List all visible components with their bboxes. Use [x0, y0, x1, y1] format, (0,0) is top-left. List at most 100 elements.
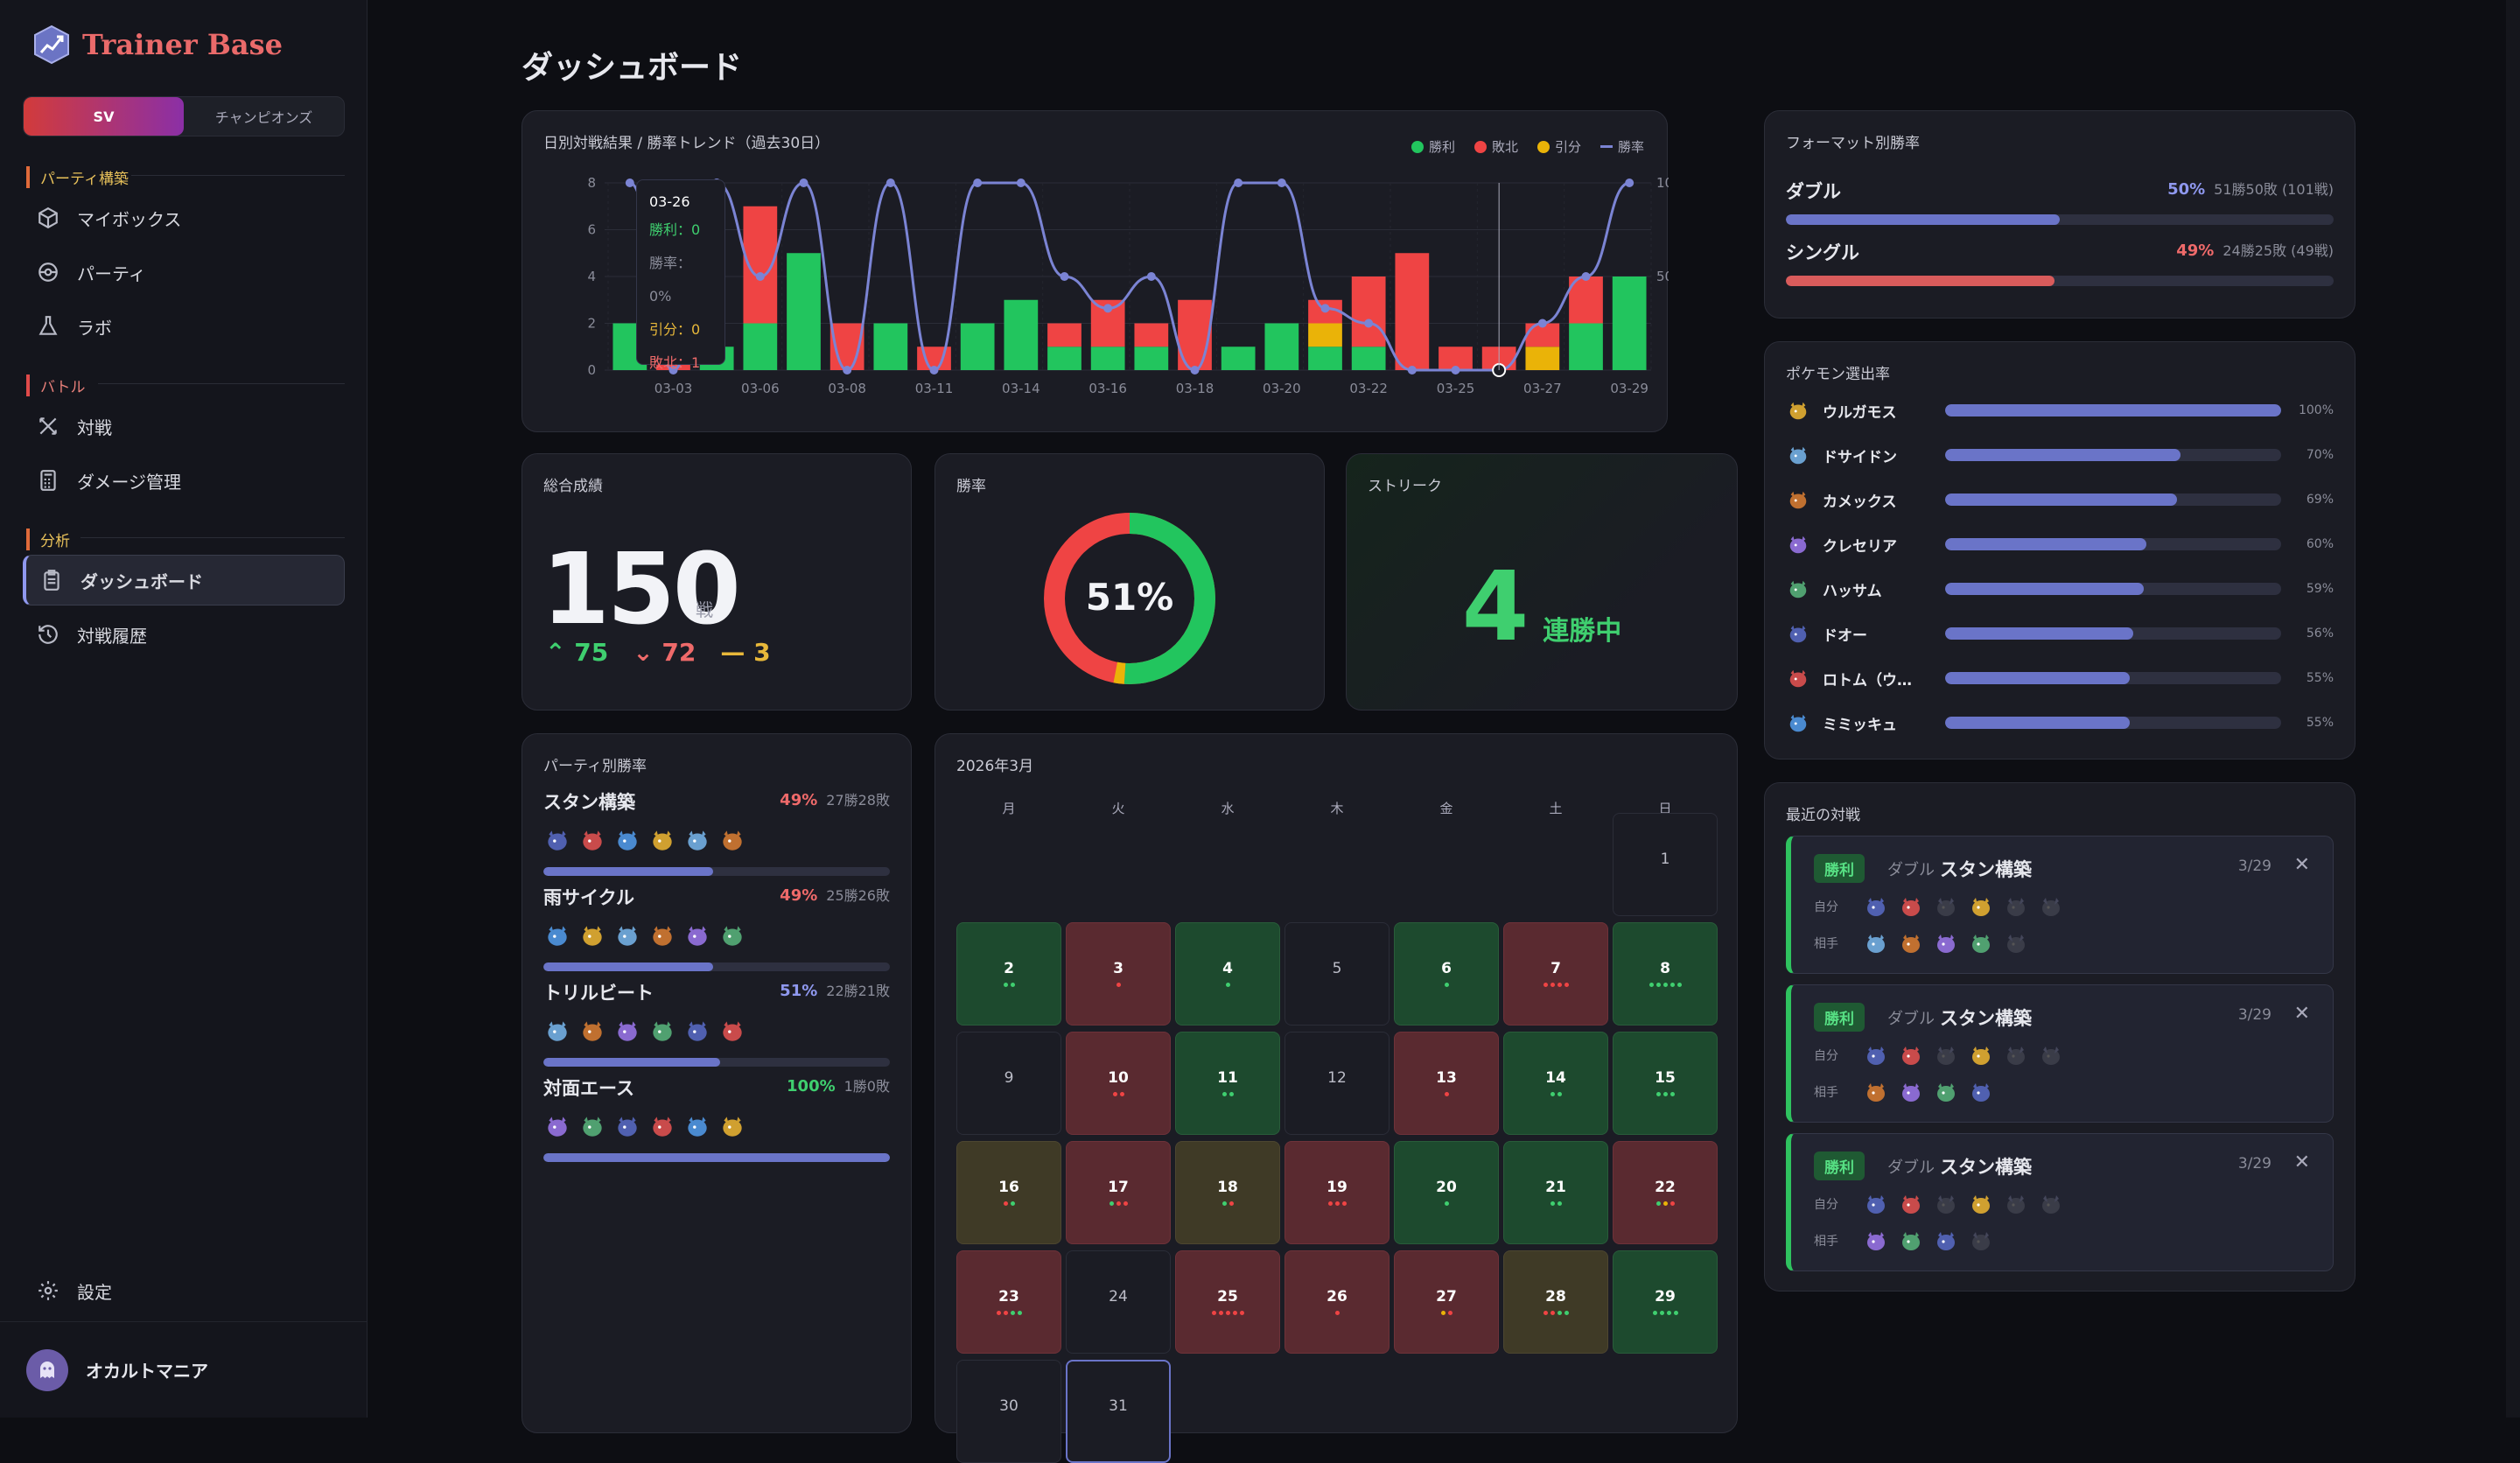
bar-win[interactable] — [1264, 323, 1299, 371]
pick-rate-item[interactable]: ミミッキュ 55% — [1786, 705, 2334, 740]
calendar-day[interactable]: 28 — [1503, 1250, 1608, 1354]
game-sv-button[interactable]: SV — [24, 97, 184, 136]
bar-loss[interactable] — [1134, 323, 1169, 347]
winrate-point[interactable] — [1537, 318, 1547, 328]
pick-rate-item[interactable]: クレセリア 60% — [1786, 527, 2334, 562]
calendar-day[interactable]: 12 — [1284, 1032, 1390, 1135]
calendar-day[interactable]: 3 — [1066, 922, 1171, 1026]
scrollbar[interactable] — [2506, 0, 2520, 1418]
calendar-day[interactable]: 4 — [1175, 922, 1280, 1026]
calendar-day[interactable]: 8 — [1613, 922, 1718, 1026]
winrate-point[interactable] — [929, 366, 939, 374]
bar-win[interactable] — [960, 323, 995, 371]
nav-dashboard[interactable]: ダッシュボード — [23, 555, 345, 606]
format-item[interactable]: シングル 49% 24勝25敗 (49戦) — [1786, 239, 2334, 286]
winrate-point[interactable] — [799, 178, 808, 187]
calendar-day[interactable]: 14 — [1503, 1032, 1608, 1135]
calendar-day[interactable]: 17 — [1066, 1141, 1171, 1244]
bar-win[interactable] — [1351, 346, 1386, 370]
format-item[interactable]: ダブル 50% 51勝50敗 (101戦) — [1786, 178, 2334, 225]
bar-win[interactable] — [1569, 323, 1603, 371]
pick-rate-item[interactable]: ロトム（ウ… 55% — [1786, 661, 2334, 696]
calendar-day[interactable]: 19 — [1284, 1141, 1390, 1244]
calendar-day[interactable]: 18 — [1175, 1141, 1280, 1244]
calendar-day[interactable]: 27 — [1394, 1250, 1499, 1354]
winrate-point[interactable] — [755, 272, 765, 281]
winrate-point[interactable] — [1234, 178, 1243, 187]
winrate-point[interactable] — [1407, 366, 1417, 374]
pick-rate-item[interactable]: カメックス 69% — [1786, 482, 2334, 517]
bar-loss[interactable] — [1047, 323, 1082, 347]
winrate-point[interactable] — [1581, 272, 1591, 281]
bar-win[interactable] — [1308, 346, 1342, 370]
winrate-point[interactable] — [1625, 178, 1634, 187]
winrate-point[interactable] — [668, 366, 678, 374]
calendar-day[interactable]: 13 — [1394, 1032, 1499, 1135]
pick-rate-item[interactable]: ドサイドン 70% — [1786, 438, 2334, 472]
bar-win[interactable] — [1090, 346, 1125, 370]
nav-party[interactable]: パーティ — [23, 247, 345, 298]
calendar-day[interactable]: 7 — [1503, 922, 1608, 1026]
recent-battle[interactable]: 勝利 ダブル スタン構築 3/29 ✕ 自分 相手 — [1786, 984, 2334, 1123]
calendar-day[interactable]: 6 — [1394, 922, 1499, 1026]
calendar-day[interactable]: 29 — [1613, 1250, 1718, 1354]
bar-loss[interactable] — [1395, 253, 1430, 370]
calendar-day[interactable]: 2 — [956, 922, 1061, 1026]
winrate-point[interactable] — [1060, 272, 1069, 281]
calendar-day[interactable]: 20 — [1394, 1141, 1499, 1244]
bar-loss[interactable] — [1569, 276, 1603, 324]
calendar-day[interactable]: 25 — [1175, 1250, 1280, 1354]
party-item[interactable]: トリルビート 51% 22勝21敗 — [543, 979, 890, 1067]
recent-battle[interactable]: 勝利 ダブル スタン構築 3/29 ✕ 自分 相手 — [1786, 1133, 2334, 1271]
winrate-point[interactable] — [1103, 304, 1113, 313]
party-item[interactable]: 対面エース 100% 1勝0敗 — [543, 1074, 890, 1162]
bar-win[interactable] — [1004, 299, 1039, 370]
winrate-point[interactable] — [1320, 304, 1330, 313]
calendar-day[interactable]: 24 — [1066, 1250, 1171, 1354]
winrate-point[interactable] — [1146, 272, 1156, 281]
bar-win[interactable] — [1047, 346, 1082, 370]
app-logo[interactable]: Trainer Base — [32, 24, 283, 65]
calendar-day[interactable]: 23 — [956, 1250, 1061, 1354]
calendar-day[interactable]: 16 — [956, 1141, 1061, 1244]
calendar-day[interactable]: 9 — [956, 1032, 1061, 1135]
winrate-point[interactable] — [886, 178, 895, 187]
close-icon[interactable]: ✕ — [2293, 1152, 2310, 1173]
bar-win[interactable] — [787, 253, 821, 370]
calendar-day[interactable]: 1 — [1613, 813, 1718, 916]
bar-win[interactable] — [1134, 346, 1169, 370]
nav-damage[interactable]: ダメージ管理 — [23, 455, 345, 506]
winrate-point[interactable] — [1016, 178, 1026, 187]
bar-win[interactable] — [1612, 276, 1647, 370]
recent-battle[interactable]: 勝利 ダブル スタン構築 3/29 ✕ 自分 相手 — [1786, 836, 2334, 974]
winrate-point[interactable] — [625, 178, 634, 187]
winrate-point[interactable] — [843, 366, 852, 374]
calendar-day[interactable]: 15 — [1613, 1032, 1718, 1135]
calendar-day[interactable]: 31 — [1066, 1360, 1171, 1463]
legend-rate[interactable]: 勝率 — [1600, 137, 1644, 156]
winrate-point[interactable] — [1364, 318, 1374, 328]
calendar-day[interactable]: 21 — [1503, 1141, 1608, 1244]
calendar-day[interactable]: 22 — [1613, 1141, 1718, 1244]
nav-settings[interactable]: 設定 — [23, 1265, 345, 1316]
pick-rate-item[interactable]: ドオー 56% — [1786, 616, 2334, 651]
legend-draw[interactable]: 引分 — [1536, 137, 1581, 156]
nav-lab[interactable]: ラボ — [23, 301, 345, 352]
legend-win[interactable]: 勝利 — [1410, 137, 1455, 156]
legend-loss[interactable]: 敗北 — [1474, 137, 1518, 156]
pick-rate-item[interactable]: ウルガモス 100% — [1786, 393, 2334, 428]
user-profile[interactable]: オカルトマニア — [0, 1321, 368, 1418]
nav-battle[interactable]: 対戦 — [23, 401, 345, 452]
winrate-point[interactable] — [1190, 366, 1200, 374]
party-item[interactable]: スタン構築 49% 27勝28敗 — [543, 788, 890, 876]
winrate-point[interactable] — [1451, 366, 1460, 374]
calendar-day[interactable]: 26 — [1284, 1250, 1390, 1354]
bar-win[interactable] — [1221, 346, 1256, 370]
bar-win[interactable] — [743, 323, 778, 371]
winrate-point[interactable] — [973, 178, 983, 187]
party-item[interactable]: 雨サイクル 49% 25勝26敗 — [543, 884, 890, 971]
nav-history[interactable]: 対戦履歴 — [23, 609, 345, 660]
pick-rate-item[interactable]: ハッサム 59% — [1786, 571, 2334, 606]
game-champions-button[interactable]: チャンピオンズ — [214, 109, 313, 126]
calendar-day[interactable]: 10 — [1066, 1032, 1171, 1135]
